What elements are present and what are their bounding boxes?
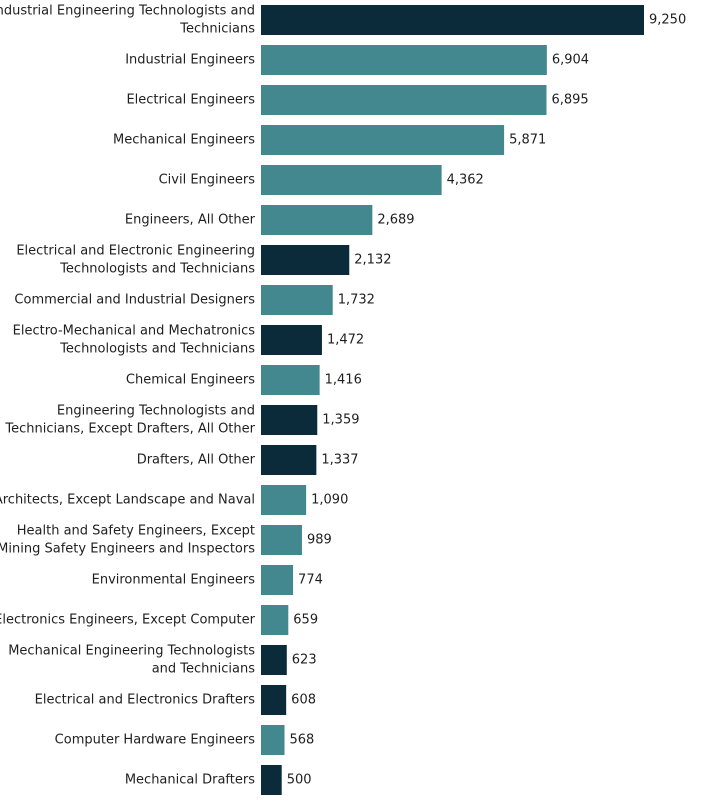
category-label: Industrial Engineering Technologists and… — [0, 4, 255, 37]
category-label: Mechanical Engineers — [113, 133, 255, 148]
category-label-line: Civil Engineers — [159, 173, 256, 188]
category-label: Civil Engineers — [159, 173, 256, 188]
category-label-line: Electronics Engineers, Except Computer — [0, 613, 256, 628]
value-label: 5,871 — [509, 133, 546, 148]
value-label: 2,689 — [377, 213, 414, 228]
category-label-line: Electrical and Electronic Engineering — [16, 244, 255, 259]
category-label-line: Mining Safety Engineers and Inspectors — [0, 542, 255, 557]
category-label: Environmental Engineers — [92, 573, 256, 588]
bar — [261, 525, 302, 555]
bar — [261, 765, 282, 795]
value-label: 1,416 — [325, 373, 362, 388]
category-label-line: Chemical Engineers — [126, 373, 255, 388]
bar — [261, 45, 547, 75]
category-label-line: Electrical and Electronics Drafters — [35, 693, 256, 708]
category-label-line: Technologists and Technicians — [59, 262, 255, 277]
category-label-line: Engineering Technologists and — [57, 404, 255, 419]
category-label-line: Mechanical Drafters — [125, 773, 255, 788]
value-label: 623 — [292, 653, 317, 668]
category-label: Electro-Mechanical and Mechatronics Techn… — [13, 324, 256, 357]
value-label: 1,732 — [338, 293, 375, 308]
category-label-line: Mechanical Engineering Technologists — [8, 644, 255, 659]
category-label: Electrical Engineers — [126, 93, 255, 108]
bar — [261, 85, 547, 115]
category-label: Electronics Engineers, Except Computer — [0, 613, 256, 628]
bar — [261, 125, 505, 155]
bar — [261, 485, 307, 515]
value-label: 500 — [287, 773, 312, 788]
bar — [261, 365, 320, 395]
category-label-line: Technicians, Except Drafters, All Other — [4, 422, 255, 437]
value-label: 568 — [290, 733, 315, 748]
value-label: 774 — [298, 573, 323, 588]
category-label-line: and Technicians — [152, 662, 256, 677]
category-label-line: Technicians — [179, 22, 255, 37]
bar — [261, 5, 644, 35]
category-label-line: Drafters, All Other — [137, 453, 256, 468]
category-label: Drafters, All Other — [137, 453, 256, 468]
category-label-line: Industrial Engineering Technologists and — [0, 4, 255, 19]
bar — [261, 725, 285, 755]
bar — [261, 205, 373, 235]
category-label-line: Environmental Engineers — [92, 573, 256, 588]
category-label: Mechanical Drafters — [125, 773, 255, 788]
category-label: Engineers, All Other — [125, 213, 256, 228]
bar — [261, 565, 294, 595]
category-label-line: Architects, Except Landscape and Naval — [0, 493, 255, 508]
category-label: Mechanical Engineering Technologists and … — [8, 644, 255, 677]
value-label: 4,362 — [447, 173, 484, 188]
category-label-line: Computer Hardware Engineers — [55, 733, 256, 748]
category-label: Health and Safety Engineers, Except Minin… — [0, 524, 255, 557]
value-label: 6,904 — [552, 53, 589, 68]
category-label-line: Engineers, All Other — [125, 213, 256, 228]
bar — [261, 645, 287, 675]
bar — [261, 445, 317, 475]
value-label: 659 — [293, 613, 318, 628]
category-label-line: Technologists and Technicians — [59, 342, 255, 357]
category-label-line: Industrial Engineers — [125, 53, 255, 68]
category-label-line: Health and Safety Engineers, Except — [17, 524, 255, 539]
bar — [261, 325, 322, 355]
category-label-line: Electro-Mechanical and Mechatronics — [13, 324, 256, 339]
category-label-line: Electrical Engineers — [126, 93, 255, 108]
bar — [261, 165, 442, 195]
value-label: 989 — [307, 533, 332, 548]
value-label: 1,359 — [322, 413, 359, 428]
value-label: 608 — [291, 693, 316, 708]
bar — [261, 405, 318, 435]
bar — [261, 685, 287, 715]
category-label: Commercial and Industrial Designers — [14, 293, 255, 308]
category-label: Engineering Technologists and Technicians… — [4, 404, 255, 437]
value-label: 1,337 — [321, 453, 358, 468]
category-label-line: Commercial and Industrial Designers — [14, 293, 255, 308]
category-label: Electrical and Electronic Engineering Tec… — [16, 244, 255, 277]
category-label: Chemical Engineers — [126, 373, 255, 388]
category-label: Electrical and Electronics Drafters — [35, 693, 256, 708]
category-label: Computer Hardware Engineers — [55, 733, 256, 748]
bar — [261, 605, 289, 635]
bar — [261, 285, 333, 315]
value-label: 2,132 — [354, 253, 391, 268]
value-label: 6,895 — [551, 93, 588, 108]
category-label: Industrial Engineers — [125, 53, 255, 68]
category-label: Architects, Except Landscape and Naval — [0, 493, 255, 508]
category-label-line: Mechanical Engineers — [113, 133, 255, 148]
bar — [261, 245, 350, 275]
value-label: 9,250 — [649, 13, 686, 28]
value-label: 1,472 — [327, 333, 364, 348]
value-label: 1,090 — [311, 493, 348, 508]
